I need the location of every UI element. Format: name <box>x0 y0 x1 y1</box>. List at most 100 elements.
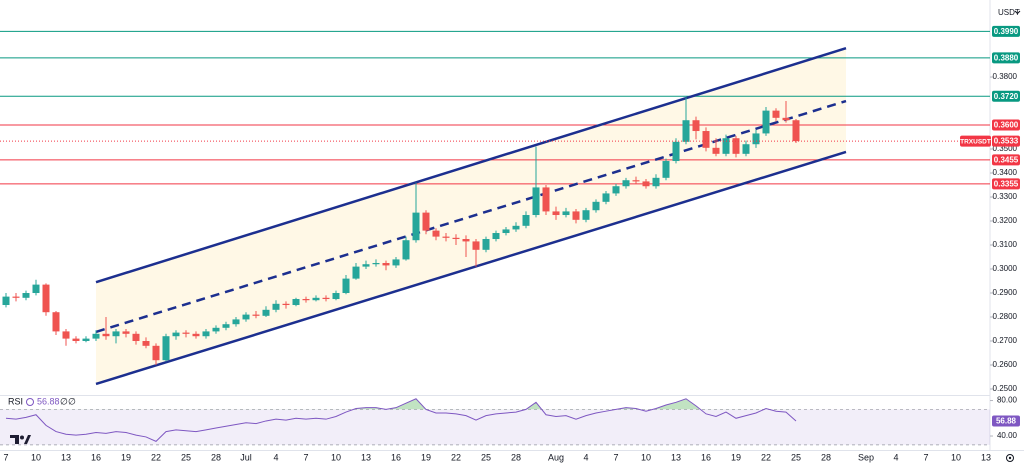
y-tick-label: 0.2900 <box>993 288 1018 297</box>
candle-body <box>782 117 790 121</box>
candle-body <box>742 144 750 154</box>
candle-body <box>72 338 80 342</box>
candle-body <box>582 210 590 220</box>
level-label-box <box>992 154 1020 166</box>
candle-body <box>502 229 510 234</box>
candle-body <box>712 147 720 154</box>
candle-body <box>392 259 400 266</box>
x-tick-label: 4 <box>893 452 898 462</box>
y-tick-label: 0.3100 <box>993 240 1018 249</box>
candle-body <box>112 331 120 337</box>
x-tick-label: 22 <box>761 452 771 462</box>
candle-body <box>122 331 130 334</box>
rsi-name: RSI <box>8 396 23 406</box>
candle-body <box>182 332 190 334</box>
rsi-icon[interactable] <box>26 398 34 406</box>
candle-body <box>32 284 40 294</box>
candle-body <box>492 233 500 240</box>
currency-chevron[interactable] <box>1014 10 1021 15</box>
level-label: 0.3600 <box>994 121 1019 130</box>
rsi-value-label: 56.88 <box>996 417 1017 426</box>
x-tick-label: Aug <box>548 452 564 462</box>
candle-body <box>272 303 280 310</box>
x-tick-label: Jul <box>240 452 252 462</box>
candle-body <box>222 324 230 328</box>
candle-body <box>522 215 530 226</box>
candle-body <box>642 181 650 187</box>
x-tick-label: 16 <box>391 452 401 462</box>
candle-body <box>262 309 270 316</box>
x-tick-label: 10 <box>951 452 961 462</box>
x-tick-label: 13 <box>61 452 71 462</box>
candle-body <box>2 296 10 306</box>
x-tick-label: 25 <box>481 452 491 462</box>
candle-body <box>312 297 320 301</box>
candle-body <box>162 336 170 361</box>
rsi-tick-label: 40.00 <box>997 431 1018 440</box>
candle-body <box>302 299 310 301</box>
candle-body <box>242 314 250 320</box>
level-label: 0.3720 <box>994 92 1019 101</box>
settings-icon[interactable] <box>1006 454 1014 462</box>
x-tick-label: 13 <box>361 452 371 462</box>
candle-body <box>722 138 730 154</box>
settings-icon-dot[interactable] <box>1008 456 1012 460</box>
x-tick-label: 7 <box>303 452 308 462</box>
candle-body <box>532 187 540 216</box>
y-tick-label: 0.3200 <box>993 216 1018 225</box>
candle-body <box>632 180 640 182</box>
level-label-box <box>992 25 1020 37</box>
logo[interactable] <box>10 435 31 444</box>
x-tick-label: Sep <box>858 452 874 462</box>
y-tick-label: 0.2800 <box>993 312 1018 321</box>
x-tick-label: 4 <box>273 452 278 462</box>
level-label: 0.3355 <box>994 179 1019 188</box>
x-tick-label: 28 <box>211 452 221 462</box>
candle-body <box>92 333 100 339</box>
candle-body <box>472 241 480 250</box>
candle-body <box>752 133 760 145</box>
candle-body <box>702 131 710 148</box>
candle-body <box>732 138 740 154</box>
candle-body <box>442 236 450 238</box>
level-label-box <box>992 119 1020 131</box>
channel-lower <box>95 150 847 386</box>
candle-body <box>292 299 300 306</box>
rsi-band <box>0 409 990 445</box>
candle-body <box>132 333 140 342</box>
candle-body <box>332 293 340 300</box>
last-price-box <box>992 135 1020 147</box>
candle-body <box>552 211 560 216</box>
rsi-overbought-fill <box>6 398 796 410</box>
candle-body <box>22 293 30 298</box>
last-price-name-box <box>960 135 991 147</box>
candle-body <box>412 212 420 241</box>
candle-body <box>692 120 700 132</box>
level-label-box <box>992 178 1020 190</box>
candle-body <box>652 177 660 187</box>
x-tick-label: 10 <box>31 452 41 462</box>
candle-body <box>422 212 430 231</box>
y-tick-label: 0.2700 <box>993 336 1018 345</box>
x-tick-label: 25 <box>791 452 801 462</box>
rsi-flag: ∅ <box>60 396 68 406</box>
candle-body <box>352 266 360 279</box>
candle-body <box>102 333 110 337</box>
rsi-line <box>5 398 797 442</box>
candle-body <box>322 297 330 300</box>
x-tick-label: 7 <box>3 452 8 462</box>
x-tick-label: 28 <box>511 452 521 462</box>
x-tick-label: 19 <box>121 452 131 462</box>
y-tick-label: 0.3300 <box>993 192 1018 201</box>
currency[interactable]: USDT <box>998 8 1020 17</box>
candle-body <box>42 284 50 313</box>
x-tick-label: 19 <box>731 452 741 462</box>
candle-body <box>512 225 520 230</box>
y-tick-label: 0.3500 <box>993 144 1018 153</box>
candle-body <box>682 120 690 142</box>
x-tick-label: 4 <box>583 452 588 462</box>
level-label: 0.3990 <box>994 27 1019 36</box>
x-tick-label: 22 <box>151 452 161 462</box>
candle-body <box>792 120 800 142</box>
rsi-value-box <box>992 415 1020 427</box>
